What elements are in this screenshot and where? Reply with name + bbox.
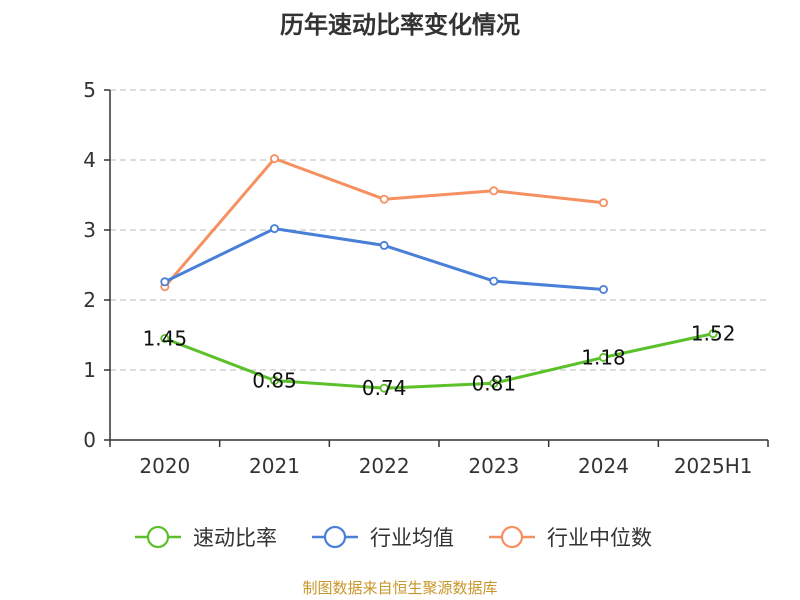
x-tick-label: 2021 — [249, 454, 300, 478]
data-label: 1.52 — [691, 322, 736, 346]
data-point-series-0 — [708, 329, 718, 339]
x-tick-label: 2025H1 — [674, 454, 753, 478]
data-label: 0.74 — [362, 376, 407, 400]
data-point-series-0 — [599, 352, 609, 362]
data-point-series-1 — [599, 284, 609, 294]
data-label: 0.85 — [252, 369, 297, 393]
series-line-2 — [163, 157, 605, 289]
y-tick-label: 3 — [83, 218, 96, 242]
legend-marker-1 — [323, 525, 347, 549]
x-tick-label: 2020 — [139, 454, 190, 478]
y-tick-label: 1 — [83, 358, 96, 382]
data-point-series-0 — [269, 375, 279, 385]
data-point-series-1 — [160, 277, 170, 287]
series-layer — [160, 154, 718, 393]
data-point-series-1 — [489, 276, 499, 286]
series-line-1 — [163, 227, 605, 291]
y-tick-label: 0 — [83, 428, 96, 452]
data-label: 0.81 — [472, 371, 517, 395]
data-label: 1.18 — [581, 345, 626, 369]
data-point-series-2 — [489, 186, 499, 196]
legend-marker-0 — [146, 525, 170, 549]
legend: 速动比率 行业均值 行业中位数 — [135, 525, 652, 550]
data-point-series-1 — [269, 224, 279, 234]
data-point-series-2 — [379, 194, 389, 204]
x-tick-label: 2022 — [359, 454, 410, 478]
data-point-series-0 — [489, 378, 499, 388]
axes: 0 1 2 3 4 5 2020 2021 2022 2023 2024 2025H1 — [83, 78, 769, 478]
source-note: 制图数据来自恒生聚源数据库 — [302, 579, 497, 597]
data-point-series-2 — [269, 154, 279, 164]
data-point-series-0 — [379, 383, 389, 393]
data-point-series-2 — [599, 198, 609, 208]
legend-marker-2 — [500, 525, 524, 549]
y-tick-label: 4 — [83, 148, 96, 172]
series-line-0 — [163, 332, 715, 390]
grid — [110, 89, 768, 371]
x-tick-label: 2024 — [578, 454, 629, 478]
data-labels: 1.45 0.85 0.74 0.81 1.18 1.52 — [143, 322, 736, 401]
y-tick-label: 2 — [83, 288, 96, 312]
y-tick-label: 5 — [83, 78, 96, 102]
chart-title: 历年速动比率变化情况 — [280, 11, 520, 39]
x-tick-label: 2023 — [468, 454, 519, 478]
data-point-series-0 — [160, 333, 170, 343]
legend-label: 行业均值 — [370, 526, 454, 550]
legend-label: 行业中位数 — [547, 526, 652, 550]
data-point-series-1 — [379, 240, 389, 250]
data-label: 1.45 — [143, 327, 188, 351]
legend-label: 速动比率 — [193, 526, 277, 550]
